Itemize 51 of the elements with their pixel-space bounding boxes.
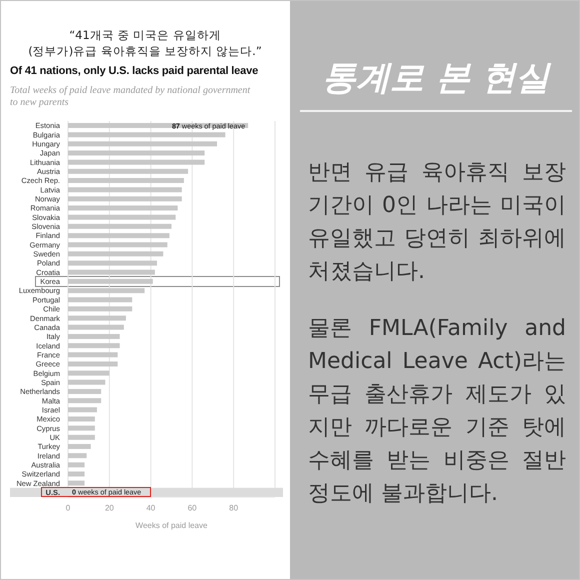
bar	[68, 233, 170, 238]
bar	[68, 260, 158, 266]
bar	[68, 214, 176, 220]
bar	[68, 251, 164, 256]
bar	[68, 150, 205, 156]
chart-subtitle: Of 41 nations, only U.S. lacks paid parental leave	[10, 65, 258, 77]
bar	[68, 388, 102, 394]
bar	[68, 324, 124, 330]
x-tick-label: 60	[188, 504, 198, 513]
bar	[68, 480, 85, 486]
chart-title: “41개국 중 미국은 유일하게 (정부가)유급 육아휴직을 보장하지 않는다.”	[27, 27, 263, 59]
bar	[68, 160, 205, 165]
bar	[68, 426, 95, 431]
x-tick-label: 0	[66, 504, 71, 513]
bar	[68, 453, 87, 458]
bar	[68, 316, 126, 321]
text: Total weeks of paid leave mandated by national government to new parents	[10, 85, 252, 109]
bar	[68, 196, 182, 202]
bar	[68, 178, 184, 184]
bar	[68, 416, 95, 422]
bar	[68, 352, 118, 358]
bar	[68, 472, 85, 477]
bar	[68, 334, 120, 339]
bar	[68, 168, 188, 174]
bar	[68, 462, 85, 468]
bar	[68, 141, 218, 146]
x-tick-label: 40	[146, 504, 156, 513]
bar	[68, 398, 102, 404]
bar	[68, 206, 178, 211]
bar	[68, 288, 145, 294]
text: 반면 유급 육아휴직 보장 기간이 0인 나라는 미국이 유일했고 당연히 최하위에 처졌습니다.	[308, 159, 566, 286]
bar	[68, 370, 110, 376]
bar	[68, 434, 95, 440]
bar	[68, 407, 97, 412]
text: 통계로 본 현실	[322, 57, 550, 100]
x-axis-title: Weeks of paid leave	[136, 521, 208, 530]
bar	[68, 297, 132, 302]
x-tick-label: 20	[104, 504, 114, 513]
x-tick-label: 80	[229, 504, 239, 513]
bar	[68, 361, 118, 366]
text: 물론 FMLA(Family and Medical Leave Act)라는 무급 출산휴가 제도가 있지만 까다로운 기준 탓에 수혜를 받는 비중은 절반 정도에 불과합니다.	[308, 315, 566, 508]
bar	[68, 187, 182, 192]
bar	[68, 224, 172, 229]
bar	[68, 242, 168, 248]
bar	[68, 343, 120, 348]
bar	[68, 444, 91, 449]
bar	[68, 278, 153, 284]
bar	[68, 132, 226, 138]
bar	[68, 270, 155, 275]
bar	[68, 380, 106, 385]
bar	[68, 306, 132, 312]
